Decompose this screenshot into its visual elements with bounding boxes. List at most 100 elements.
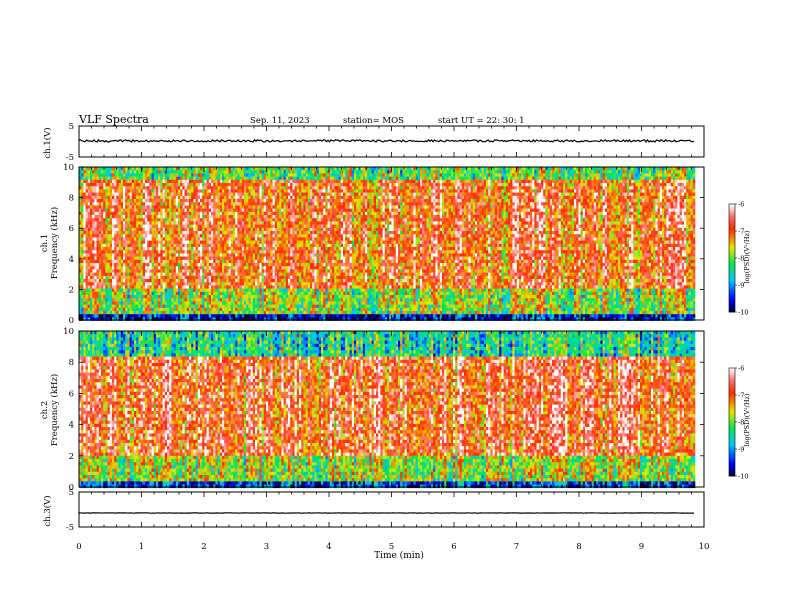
ch1-spectrogram-cell — [121, 253, 124, 257]
ch1-spectrogram-cell — [116, 231, 119, 235]
ch1-spectrogram-cell — [86, 202, 89, 206]
ch1-spectrogram-cell — [110, 263, 113, 267]
ch1-spectrogram-cell — [86, 279, 89, 283]
ch1-spectrogram-cell — [108, 167, 111, 171]
ch1-spectrogram-cell — [81, 173, 84, 177]
ch1-spectrogram-cell — [94, 314, 97, 318]
ch1-spectrogram-cell — [141, 215, 144, 219]
ch1-spectrogram-cell — [99, 180, 102, 184]
ch1-spectrogram-cell — [86, 295, 89, 299]
ch1-spectrogram-cell — [103, 186, 106, 190]
ch1-spectrogram-cell — [125, 193, 128, 197]
ch1-spectrogram-cell — [130, 273, 133, 277]
ch1-spectrogram-cell — [83, 273, 86, 277]
ch1-spectrogram-cell — [112, 285, 115, 289]
ch1-spectrogram-cell — [101, 244, 104, 248]
ch1-spectrogram-cell — [101, 167, 104, 171]
ch1-spectrogram-cell — [92, 289, 95, 293]
ch1-spectrogram-cell — [138, 301, 141, 305]
ch1-spectrogram-cell — [141, 247, 144, 251]
ch1-spectrogram-cell — [86, 209, 89, 213]
ch1-spectrogram-cell — [86, 170, 89, 174]
ch1-spectrogram-cell — [110, 209, 113, 213]
ch1-spectrogram-cell — [114, 209, 117, 213]
ch1-spectrogram-cell — [92, 276, 95, 280]
date-label: Sep. 11, 2023 — [250, 116, 310, 126]
ch1-spectrogram-cell — [121, 289, 124, 293]
ch1-spectrogram-cell — [83, 244, 86, 248]
ch1-spectrogram-cell — [108, 237, 111, 241]
ch1-spectrogram-cell — [116, 196, 119, 200]
ch1-spectrogram-cell — [94, 237, 97, 241]
ch1-spectrogram-cell — [83, 202, 86, 206]
ch1-spectrogram-cell — [90, 247, 93, 251]
ch1-spectrogram-cell — [123, 237, 126, 241]
ch1-spectrogram-cell — [119, 269, 122, 273]
ch1-spectrogram-cell — [99, 247, 102, 251]
ch1-spectrogram-cell — [90, 311, 93, 315]
ch1-spectrogram-cell — [108, 260, 111, 264]
ch1-spectrogram-cell — [143, 183, 146, 187]
ch1-spectrogram-cell — [105, 314, 108, 318]
ch1-spectrogram-cell — [125, 308, 128, 312]
ch1-spectrogram-cell — [94, 231, 97, 235]
ch1-spectrogram-cell — [119, 311, 122, 315]
ch1-spectrogram-cell — [119, 292, 122, 296]
ch1-spectrogram-cell — [83, 196, 86, 200]
ch1-spectrogram-cell — [130, 205, 133, 209]
ch1-spectrogram-cell — [88, 241, 91, 245]
ch1-spectrogram-cell — [83, 241, 86, 245]
ch1-spectrogram-cell — [94, 260, 97, 264]
ch1-spectrogram-cell — [134, 276, 137, 280]
ch1-spectrogram-cell — [136, 260, 139, 264]
ch1-spectrogram-cell — [141, 241, 144, 245]
ch1-spectrogram-cell — [121, 202, 124, 206]
ch1-spectrogram-cell — [81, 170, 84, 174]
ch1-spectrogram-cell — [138, 273, 141, 277]
ch1-spectrogram-cell — [101, 202, 104, 206]
ch1-spectrogram-cell — [108, 231, 111, 235]
ch1-spectrogram-cell — [103, 289, 106, 293]
ch1-spectrogram-cell — [101, 279, 104, 283]
ch1-spectrogram-cell — [116, 212, 119, 216]
ch1-spectrogram-cell — [110, 305, 113, 309]
ch1-spectrogram-cell — [90, 263, 93, 267]
ch1-spectrogram-cell — [123, 202, 126, 206]
ch1-spectrogram-cell — [81, 282, 84, 286]
ch1-spectrogram-cell — [88, 225, 91, 229]
ch1-spectrogram-cell — [108, 244, 111, 248]
ch1-spectrogram-cell — [134, 209, 137, 213]
ch1-spectrogram-cell — [125, 276, 128, 280]
ch1-spectrogram-cell — [101, 285, 104, 289]
ch1-spectrogram-cell — [90, 183, 93, 187]
ch1-spectrogram-cell — [116, 301, 119, 305]
ch1-spectrogram-cell — [108, 257, 111, 261]
ch1-spectrogram-cell — [92, 295, 95, 299]
ch1-spectrogram-cell — [125, 311, 128, 315]
ch1-spectrogram-cell — [88, 183, 91, 187]
ch1-spectrogram-cell — [114, 257, 117, 261]
ch1-spectrogram-cell — [112, 282, 115, 286]
ch1-spectrogram-cell — [116, 314, 119, 318]
ch1-spectrogram-cell — [132, 298, 135, 302]
ch1-spectrogram-cell — [119, 253, 122, 257]
ch1-spectrogram-cell — [110, 167, 113, 171]
ch1-spectrogram-cell — [88, 260, 91, 264]
ch1-spectrogram-cell — [136, 298, 139, 302]
ch1-spectrogram-cell — [116, 202, 119, 206]
ch1-spectrogram-cell — [88, 237, 91, 241]
ch1-spectrogram-cell — [105, 253, 108, 257]
ch1-spectrogram-cell — [101, 228, 104, 232]
ch1-spectrogram-cell — [94, 279, 97, 283]
ch1-spectrogram-cell — [112, 196, 115, 200]
ch1-spectrogram-cell — [127, 170, 129, 174]
ch1-spectrogram-cell — [103, 279, 106, 283]
ch1-spectrogram-cell — [136, 311, 139, 315]
ch1-spectrogram-cell — [134, 215, 137, 219]
ch1-spectrogram-cell — [103, 263, 106, 267]
ch1-spectrogram-cell — [134, 282, 137, 286]
ch1-spectrogram-cell — [127, 260, 129, 264]
ch1-spectrogram-cell — [86, 180, 89, 184]
ch1-spectrogram-cell — [81, 205, 84, 209]
ch1-spectrogram-cell — [136, 173, 139, 177]
